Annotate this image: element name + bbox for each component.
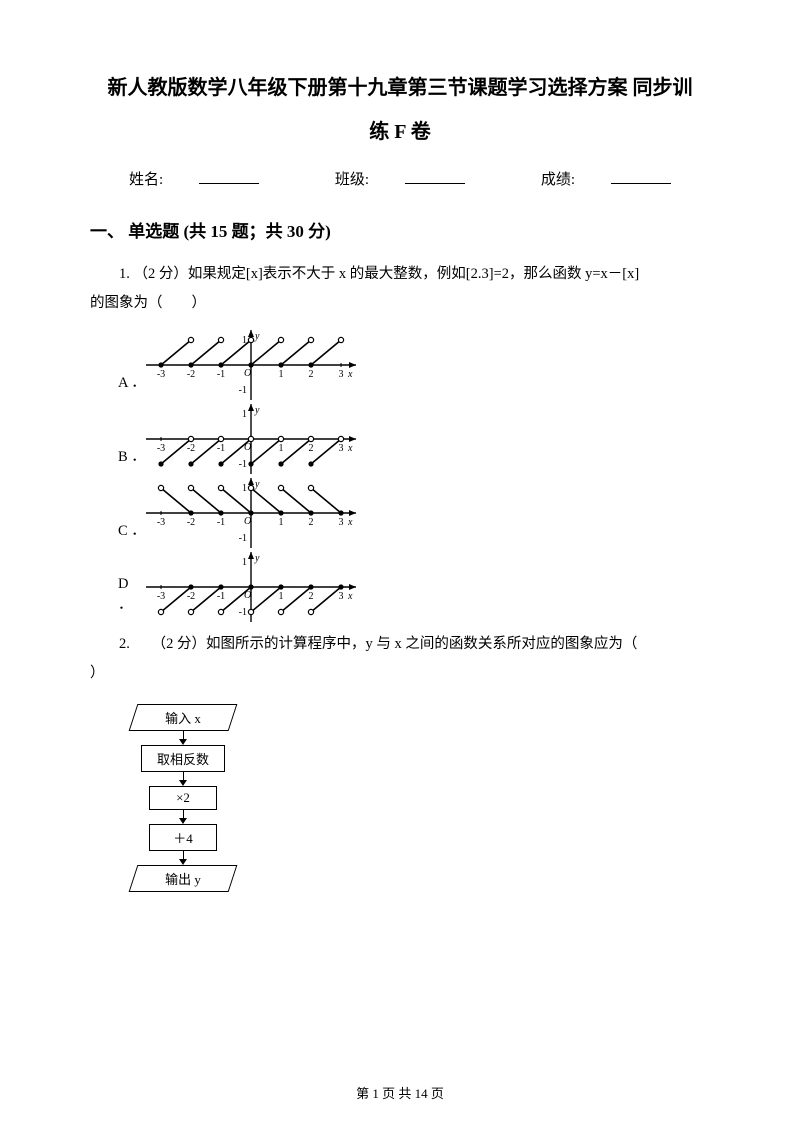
- q1-opt-b[interactable]: B ． xy-3-2-11231-1O: [90, 404, 710, 474]
- svg-text:2: 2: [309, 443, 314, 454]
- svg-text:3: 3: [339, 443, 344, 454]
- q1-graph-b: xy-3-2-11231-1O: [146, 404, 356, 474]
- svg-text:1: 1: [242, 483, 247, 494]
- title-line1: 新人教版数学八年级下册第十九章第三节课题学习选择方案 同步训: [90, 70, 710, 106]
- title-line2: 练 F 卷: [90, 114, 710, 150]
- svg-text:-3: -3: [157, 443, 165, 454]
- q1-opt-c[interactable]: C ． x y -3 -2 -1 1 2 3 1 -1 O: [90, 478, 710, 548]
- svg-text:1: 1: [279, 369, 284, 380]
- opt-b-label: B ．: [90, 445, 146, 474]
- name-label: 姓名:: [129, 172, 163, 188]
- flow-negate: 取相反数: [141, 745, 225, 772]
- svg-text:x: x: [347, 591, 353, 602]
- class-label: 班级:: [335, 172, 369, 188]
- svg-text:-1: -1: [239, 607, 247, 618]
- svg-text:y: y: [254, 405, 260, 416]
- opt-d-label: D ．: [90, 576, 146, 622]
- q2-line2: ）: [90, 659, 710, 688]
- svg-text:2: 2: [309, 517, 314, 528]
- svg-text:-1: -1: [239, 459, 247, 470]
- flow-output: 输出 y: [129, 865, 238, 892]
- score-label: 成绩:: [541, 172, 575, 188]
- section-heading: 一、 单选题 (共 15 题；共 30 分): [90, 217, 710, 242]
- svg-text:-2: -2: [187, 369, 195, 380]
- svg-text:2: 2: [309, 369, 314, 380]
- svg-text:2: 2: [309, 591, 314, 602]
- class-blank[interactable]: [405, 170, 465, 184]
- q1-opt-a[interactable]: A ． xy-3-2-11231-1O: [90, 330, 710, 400]
- svg-text:y: y: [254, 331, 260, 342]
- info-row: 姓名: 班级: 成绩:: [90, 168, 710, 189]
- svg-text:3: 3: [339, 369, 344, 380]
- svg-text:1: 1: [242, 409, 247, 420]
- svg-text:x: x: [347, 443, 353, 454]
- svg-text:-1: -1: [217, 369, 225, 380]
- svg-text:y: y: [254, 479, 260, 490]
- flow-input: 输入 x: [129, 704, 238, 731]
- page-footer: 第 1 页 共 14 页: [0, 1083, 800, 1102]
- q2-flowchart: 输入 x 取相反数 ×2 ＋4 输出 y: [118, 704, 248, 892]
- svg-text:-1: -1: [217, 517, 225, 528]
- svg-text:1: 1: [242, 557, 247, 568]
- q1-graph-a: xy-3-2-11231-1O: [146, 330, 356, 400]
- svg-text:x: x: [347, 517, 353, 528]
- q1-options: A ． xy-3-2-11231-1O B ． xy-3-2-11231-1O …: [90, 330, 710, 622]
- svg-text:y: y: [254, 553, 260, 564]
- q1-graph-c: x y -3 -2 -1 1 2 3 1 -1 O: [146, 478, 356, 548]
- opt-c-label: C ．: [90, 519, 146, 548]
- q1-graph-d: xy-3-2-11231-1O: [146, 552, 356, 622]
- svg-text:-3: -3: [157, 591, 165, 602]
- q1-line2: 的图象为（ ）: [90, 289, 710, 318]
- q2-line1: 2. （2 分）如图所示的计算程序中，y 与 x 之间的函数关系所对应的图象应为…: [90, 630, 710, 659]
- svg-text:-1: -1: [217, 443, 225, 454]
- q1-line1: 1. （2 分）如果规定[x]表示不大于 x 的最大整数，例如[2.3]=2，那…: [90, 260, 710, 289]
- svg-text:O: O: [244, 368, 251, 379]
- svg-text:O: O: [244, 516, 251, 527]
- score-blank[interactable]: [611, 170, 671, 184]
- svg-text:3: 3: [339, 517, 344, 528]
- svg-text:-1: -1: [239, 385, 247, 396]
- svg-text:1: 1: [279, 591, 284, 602]
- q1-opt-d[interactable]: D ． xy-3-2-11231-1O: [90, 552, 710, 622]
- svg-text:-3: -3: [157, 517, 165, 528]
- svg-text:-2: -2: [187, 591, 195, 602]
- flow-mult: ×2: [149, 786, 217, 810]
- svg-text:1: 1: [279, 517, 284, 528]
- name-blank[interactable]: [199, 170, 259, 184]
- svg-text:-1: -1: [239, 533, 247, 544]
- svg-text:x: x: [347, 369, 353, 380]
- svg-text:3: 3: [339, 591, 344, 602]
- flow-add: ＋4: [149, 824, 217, 851]
- svg-text:-2: -2: [187, 517, 195, 528]
- svg-text:-3: -3: [157, 369, 165, 380]
- svg-text:1: 1: [279, 443, 284, 454]
- svg-text:-2: -2: [187, 443, 195, 454]
- opt-a-label: A ．: [90, 371, 146, 400]
- svg-text:-1: -1: [217, 591, 225, 602]
